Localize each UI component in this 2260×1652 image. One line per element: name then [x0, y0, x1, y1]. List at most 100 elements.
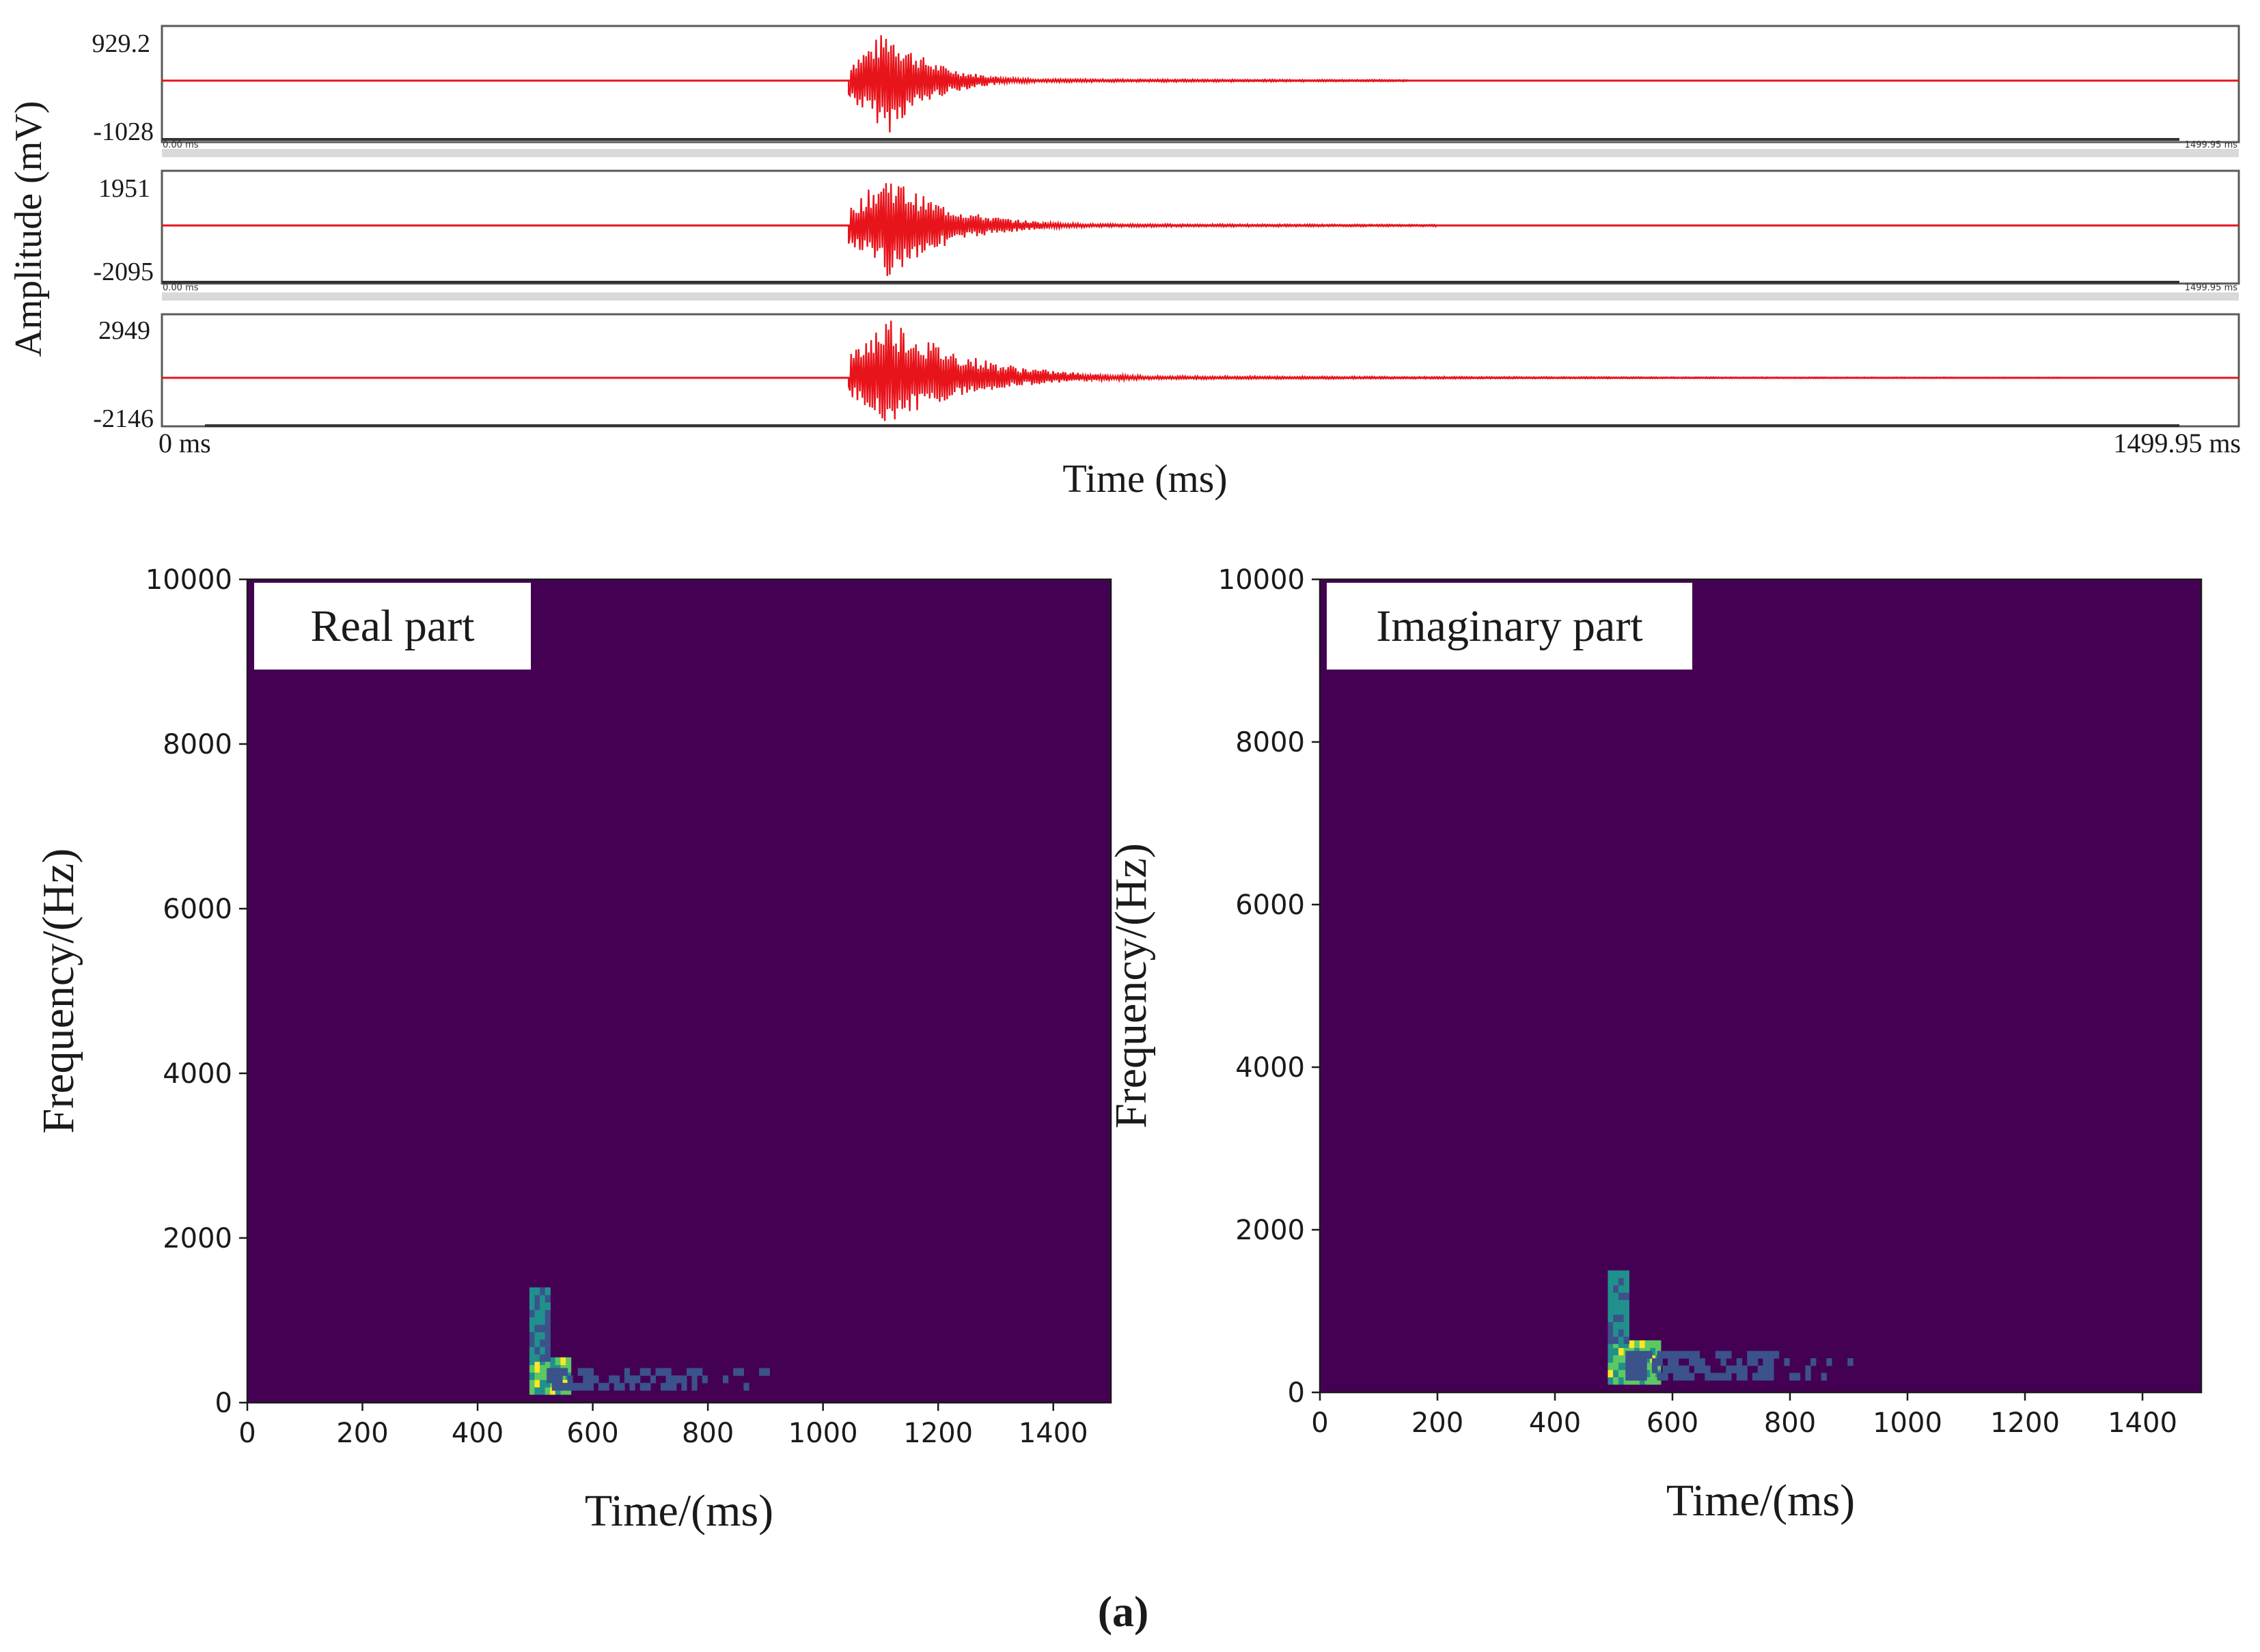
- heatmap-cell: [545, 1339, 551, 1347]
- heatmap-cell: [1639, 1377, 1646, 1385]
- heatmap-cell: [1752, 1373, 1759, 1381]
- heatmap-cell: [1608, 1377, 1614, 1385]
- waveform-channel-2: 1951 -2095 0.00 ms 1499.95 ms: [93, 169, 2240, 301]
- heatmap-cell: [1618, 1299, 1625, 1308]
- heatmap-cell: [1683, 1365, 1690, 1373]
- heatmap-cell: [562, 1383, 568, 1391]
- heatmap-cell: [1646, 1351, 1653, 1359]
- heatmap-cell: [1672, 1365, 1679, 1373]
- heatmap-cell: [1623, 1377, 1629, 1385]
- heatmap-cell: [577, 1383, 583, 1391]
- x-tick-label: 1000: [788, 1418, 858, 1449]
- heatmap-cell: [697, 1368, 703, 1376]
- heatmap-cell: [1613, 1321, 1619, 1330]
- heatmap-cell: [1636, 1351, 1642, 1359]
- channel-1-min-label: -1028: [93, 118, 154, 146]
- heatmap-background: [1320, 579, 2201, 1392]
- heatmap-cell: [1805, 1373, 1811, 1381]
- heatmap-cell: [738, 1368, 744, 1376]
- heatmap-cell: [1608, 1362, 1614, 1371]
- heatmap-cell: [560, 1372, 566, 1380]
- heatmap-cell: [1623, 1278, 1629, 1286]
- heatmap-cell: [1726, 1365, 1732, 1373]
- heatmap-cell: [650, 1375, 657, 1383]
- heatmap-cell: [1623, 1299, 1629, 1308]
- heatmap-cell: [557, 1375, 563, 1383]
- heatmap-cell: [1623, 1314, 1629, 1323]
- heatmap-cell: [1672, 1358, 1679, 1366]
- channel-2-scrollbar[interactable]: [162, 292, 2239, 301]
- heatmap-cell: [567, 1383, 573, 1391]
- heatmap-cell: [645, 1368, 651, 1376]
- y-tick-label: 0: [215, 1388, 232, 1419]
- y-axis-label: Frequency/(Hz): [1106, 843, 1156, 1129]
- heatmap-cell: [550, 1357, 556, 1366]
- heatmap-cell: [671, 1383, 677, 1391]
- heatmap-cell: [1720, 1358, 1726, 1366]
- heatmap-cell: [557, 1368, 563, 1376]
- heatmap-cell: [545, 1353, 551, 1362]
- heatmap-cell: [1720, 1351, 1726, 1359]
- heatmap-cell: [1668, 1365, 1674, 1373]
- heatmap-cell: [1634, 1340, 1640, 1349]
- y-tick-label: 8000: [163, 729, 232, 760]
- heatmap-cell: [1625, 1365, 1631, 1373]
- heatmap-cell: [1650, 1369, 1656, 1377]
- heatmap-cell: [1644, 1355, 1651, 1363]
- heatmap-cell: [764, 1368, 770, 1376]
- heatmap-cell: [1613, 1270, 1619, 1278]
- heatmap-cell: [1763, 1351, 1769, 1359]
- heatmap-cell: [1694, 1358, 1700, 1366]
- heatmap-cell: [540, 1339, 546, 1347]
- heatmap-cell: [1618, 1307, 1625, 1315]
- heatmap-cell: [639, 1368, 646, 1376]
- channel-2-max-label: 1951: [98, 174, 150, 203]
- heatmap-cell: [1613, 1347, 1619, 1355]
- heatmap-cell: [588, 1375, 594, 1383]
- channel-1-signal: [162, 35, 2239, 133]
- heatmap-cell: [1618, 1284, 1625, 1293]
- heatmap-cell: [1613, 1329, 1619, 1337]
- heatmap-cell: [1618, 1340, 1625, 1349]
- heatmap-cell: [1726, 1373, 1732, 1381]
- heatmap-cell: [529, 1387, 536, 1395]
- heatmap-cell: [540, 1353, 546, 1362]
- heatmap-cell: [545, 1324, 551, 1332]
- heatmap-cell: [529, 1339, 536, 1347]
- heatmap-cell: [550, 1387, 556, 1395]
- heatmap-cell: [676, 1375, 682, 1383]
- heatmap-cell: [629, 1375, 635, 1383]
- heatmap-cell: [1672, 1351, 1679, 1359]
- heatmap-cell: [1683, 1351, 1690, 1359]
- channel-1-scrollbar[interactable]: [162, 149, 2239, 157]
- heatmap-cell: [1689, 1358, 1695, 1366]
- heatmap-cell: [583, 1383, 589, 1391]
- heatmap-cell: [691, 1383, 698, 1391]
- heatmap-cell: [1625, 1351, 1631, 1359]
- heatmap-cell: [534, 1379, 540, 1388]
- heatmap-cell: [1736, 1365, 1742, 1373]
- heatmap-cell: [1752, 1351, 1759, 1359]
- heatmap-cell: [1651, 1365, 1658, 1373]
- heatmap-cell: [1613, 1292, 1619, 1300]
- waveform-channel-1: 929.2 -1028 0.00 ms 1499.95 ms: [92, 25, 2240, 157]
- x-tick-label: 0: [238, 1418, 256, 1449]
- y-tick-label: 10000: [146, 564, 232, 596]
- chart-title: Real part: [310, 601, 474, 651]
- heatmap-cell: [529, 1372, 536, 1380]
- heatmap-cell: [1768, 1365, 1774, 1373]
- heatmap-cell: [1644, 1362, 1651, 1371]
- heatmap-cell: [540, 1379, 546, 1388]
- heatmap-cell: [540, 1309, 546, 1318]
- heatmap-cell: [1768, 1373, 1774, 1381]
- heatmap-cell: [529, 1302, 536, 1310]
- heatmap-cell: [562, 1368, 568, 1376]
- heatmap-cell: [1763, 1358, 1769, 1366]
- heatmap-cell: [540, 1372, 546, 1380]
- heatmap-cell: [534, 1347, 540, 1355]
- y-tick-label: 4000: [1235, 1052, 1305, 1084]
- heatmap-cell: [545, 1332, 551, 1340]
- heatmap-cell: [687, 1368, 693, 1376]
- y-tick-label: 0: [1288, 1377, 1305, 1409]
- heatmap-cell: [529, 1353, 536, 1362]
